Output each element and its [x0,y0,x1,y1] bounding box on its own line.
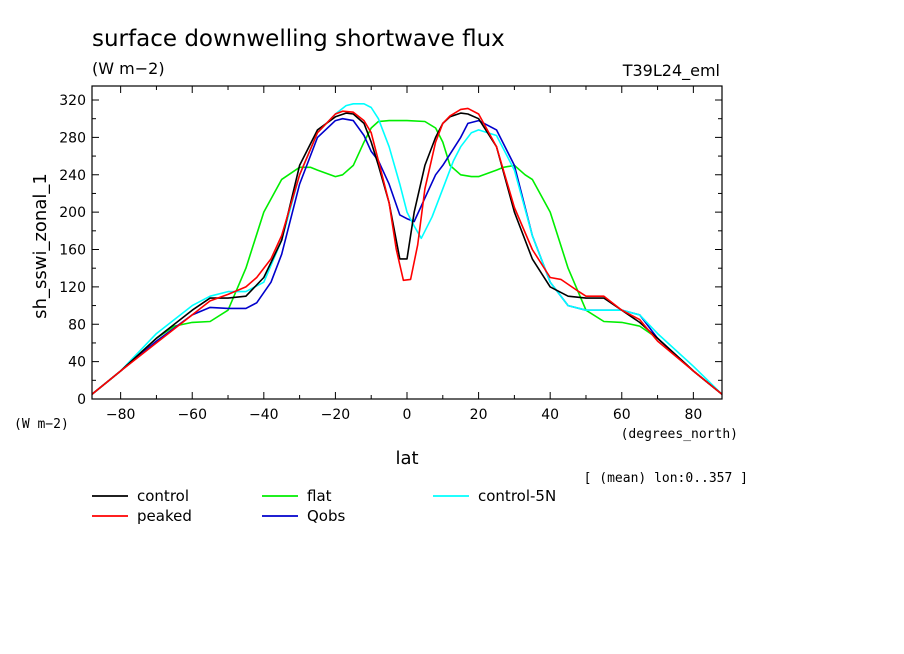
x-tick-label: 40 [541,407,559,423]
chart-units: (W m−2) [92,59,165,78]
series-line-control [91,112,723,395]
x-tick-label: −20 [321,407,351,423]
y-tick-label: 320 [59,93,86,109]
series-line-flat [91,119,723,395]
legend-label-qobs: Qobs [307,507,346,525]
y-tick-label: 120 [59,280,86,296]
series-line-control-5n [91,103,723,395]
y-axis-label: sh_sswi_zonal_1 [30,173,51,319]
plot-series [91,103,723,395]
y-tick-label: 40 [68,355,86,371]
x-axis-units: (degrees_north) [621,427,738,442]
series-line-peaked [91,107,723,395]
y-tick-label: 80 [68,317,86,333]
y-tick-label: 240 [59,168,86,184]
y-tick-label: 0 [77,392,86,408]
axis-ticks: −80 −60 −40 −20 0 20 40 60 80 0 40 80 120 160 200 240 28… [59,86,722,423]
y-tick-label: 200 [59,205,86,221]
x-tick-label: 0 [403,407,412,423]
legend-label-control-5n: control-5N [478,487,556,505]
y-tick-label: 160 [59,243,86,259]
x-tick-label: −40 [249,407,279,423]
plot-frame [91,85,723,400]
y-axis-units: (W m−2) [14,417,69,432]
legend: control peaked flat Qobs control-5N [92,487,556,525]
averaging-note: [ (mean) lon:0..357 ] [584,471,748,486]
legend-label-flat: flat [307,487,332,505]
x-tick-label: 20 [470,407,488,423]
y-tick-label: 280 [59,130,86,146]
run-label: T39L24_eml [622,61,720,81]
chart-title: surface downwelling shortwave flux [92,26,505,52]
legend-label-peaked: peaked [137,507,192,525]
x-tick-label: 80 [684,407,702,423]
x-tick-label: −60 [177,407,207,423]
x-tick-label: 60 [613,407,631,423]
x-axis-label: lat [395,448,418,469]
legend-label-control: control [137,487,189,505]
x-tick-label: −80 [106,407,136,423]
